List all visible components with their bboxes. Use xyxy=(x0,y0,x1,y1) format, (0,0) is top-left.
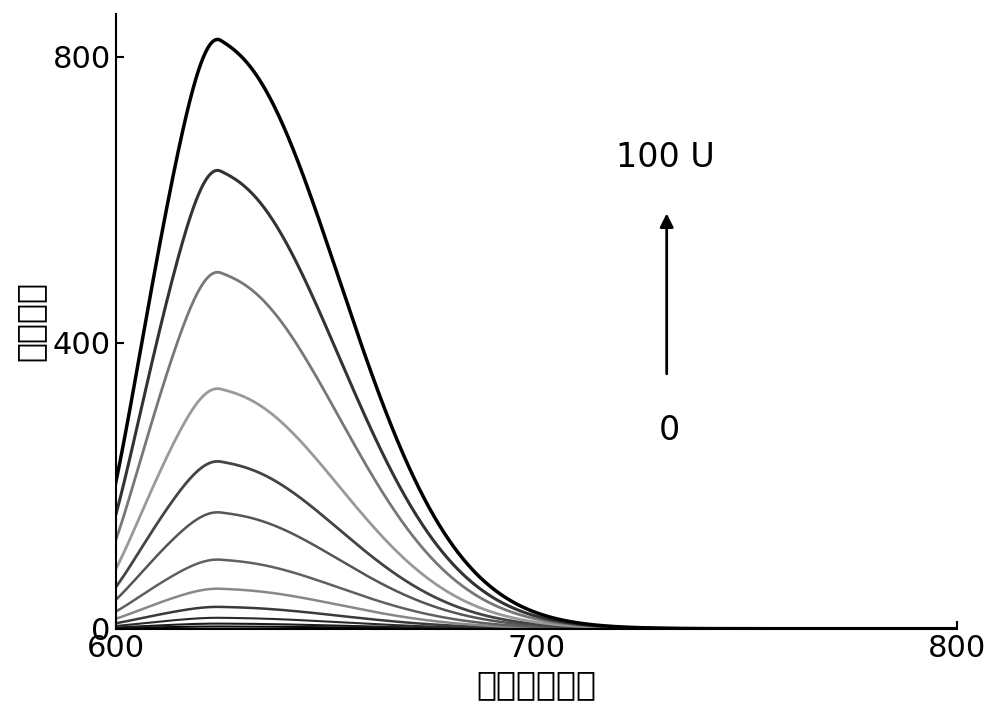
X-axis label: 波长（纳米）: 波长（纳米） xyxy=(476,668,596,701)
Text: 100 U: 100 U xyxy=(616,141,715,174)
Y-axis label: 荧光强度: 荧光强度 xyxy=(14,281,47,361)
Text: 0: 0 xyxy=(658,413,680,446)
